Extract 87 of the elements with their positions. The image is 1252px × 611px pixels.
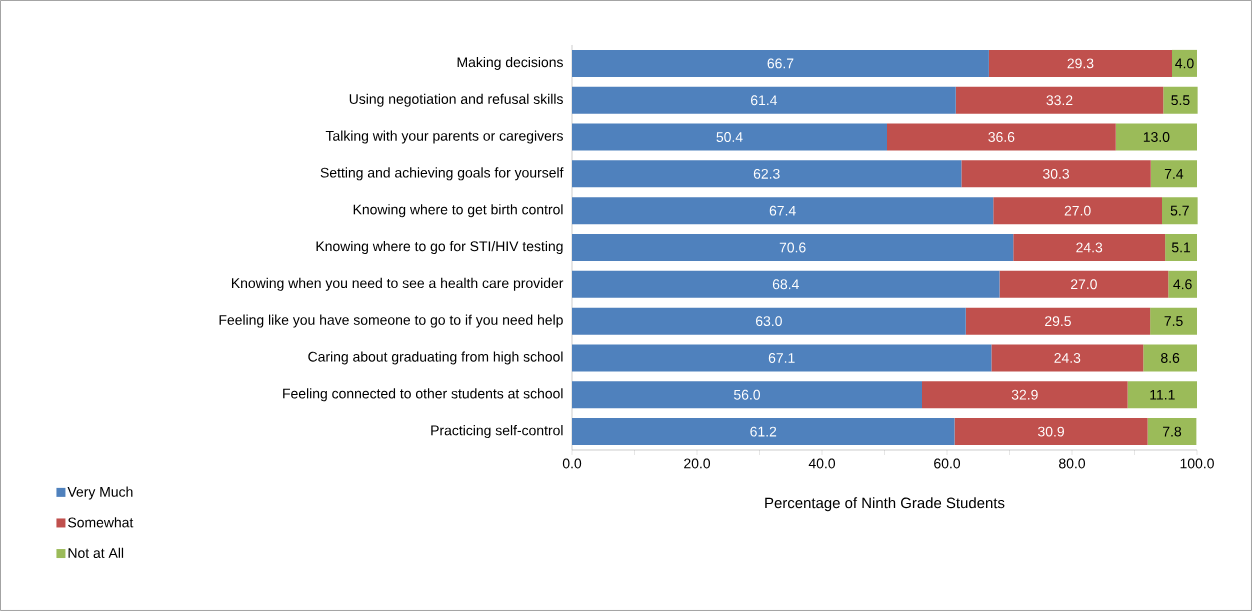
data-label: 24.3 (1054, 352, 1081, 363)
bar (1162, 197, 1198, 225)
y-tick-label: Using negotiation and refusal skills (349, 93, 563, 107)
bar (954, 418, 1148, 446)
bar (1115, 123, 1198, 151)
x-axis-title: Percentage of Ninth Grade Students (765, 497, 1005, 512)
data-label: 27.0 (1064, 205, 1091, 216)
bar (1150, 307, 1198, 335)
bar (1150, 160, 1198, 188)
data-label: 5.5 (1171, 95, 1190, 106)
bar (1143, 344, 1198, 372)
x-tick-label: 80.0 (1059, 458, 1086, 469)
bar (991, 344, 1144, 372)
bar (1165, 233, 1198, 261)
y-tick-label: Knowing where to go for STI/HIV testing (316, 240, 563, 254)
data-label: 56.0 (733, 389, 761, 400)
bar (572, 233, 1014, 261)
data-label: 33.2 (1046, 95, 1073, 106)
bar (572, 270, 1000, 298)
bar (922, 381, 1128, 409)
bar (999, 270, 1169, 298)
data-label: 11.1 (1150, 389, 1175, 400)
data-label: 30.3 (1043, 168, 1070, 179)
bar (961, 160, 1151, 188)
y-tick-label: Feeling like you have someone to go to if you need help (219, 314, 563, 328)
bar (572, 344, 992, 372)
data-label: 63.0 (756, 316, 782, 327)
data-label: 7.8 (1163, 426, 1182, 437)
bar (1127, 381, 1198, 409)
x-tick-label: 40.0 (808, 458, 836, 469)
data-label: 4.6 (1173, 279, 1192, 290)
data-label: 50.4 (716, 132, 743, 142)
y-tick-label: Talking with your parents or caregivers (325, 130, 563, 144)
y-tick-label: Setting and achieving goals for yourself (320, 167, 564, 181)
bar (1163, 86, 1198, 114)
bar (1147, 418, 1197, 446)
data-label: 36.6 (988, 132, 1015, 142)
data-label: 29.5 (1045, 316, 1071, 327)
bar (572, 197, 994, 225)
data-label: 32.9 (1011, 389, 1038, 400)
data-label: 61.2 (750, 426, 777, 437)
x-tick-label: 100.0 (1180, 458, 1214, 469)
y-tick-label: Knowing where to get birth control (353, 204, 563, 218)
data-label: 7.4 (1164, 169, 1184, 179)
bar (572, 381, 923, 409)
data-label: 24.3 (1076, 242, 1103, 253)
bar (572, 307, 966, 335)
x-tick-label: 0.0 (562, 458, 582, 469)
data-label: 29.3 (1067, 58, 1094, 69)
data-label: 67.4 (769, 205, 796, 216)
bar (988, 49, 1173, 77)
data-label: 62.3 (753, 168, 780, 179)
bar (1168, 270, 1198, 298)
data-label: 61.4 (751, 95, 778, 106)
y-tick-label: Feeling connected to other students at school (283, 388, 563, 402)
y-tick-label: Practicing self-control (431, 425, 563, 439)
y-tick-label: Caring about graduating from high school (308, 351, 563, 365)
y-tick-label: Making decisions (457, 56, 563, 70)
legend-label: Not at All (68, 547, 124, 558)
legend-label: Somewhat (68, 517, 134, 528)
data-label: 66.7 (767, 58, 794, 69)
bar (572, 86, 956, 114)
data-label: 8.6 (1161, 352, 1180, 363)
bar (1013, 233, 1166, 261)
bar (1172, 49, 1198, 77)
x-tick-label: 20.0 (684, 458, 711, 469)
data-label: 13.0 (1143, 132, 1170, 142)
bar (965, 307, 1151, 335)
x-tick-label: 60.0 (934, 458, 961, 469)
data-label: 68.4 (772, 279, 799, 290)
bar (993, 197, 1163, 225)
y-tick-label: Knowing when you need to see a health care provider (231, 277, 564, 291)
data-label: 67.1 (768, 352, 795, 363)
data-label: 27.0 (1071, 279, 1097, 290)
legend-label: Very Much (67, 486, 133, 500)
bar (572, 123, 888, 151)
bar (955, 86, 1164, 114)
bar (572, 160, 962, 188)
data-label: 4.0 (1175, 58, 1194, 69)
bar (572, 49, 989, 77)
data-label: 70.6 (779, 242, 806, 253)
data-label: 7.5 (1164, 316, 1183, 326)
data-label: 30.9 (1038, 426, 1064, 437)
data-label: 5.1 (1171, 242, 1191, 253)
bar (572, 418, 955, 446)
data-label: 5.7 (1170, 205, 1189, 216)
bar (887, 123, 1116, 151)
